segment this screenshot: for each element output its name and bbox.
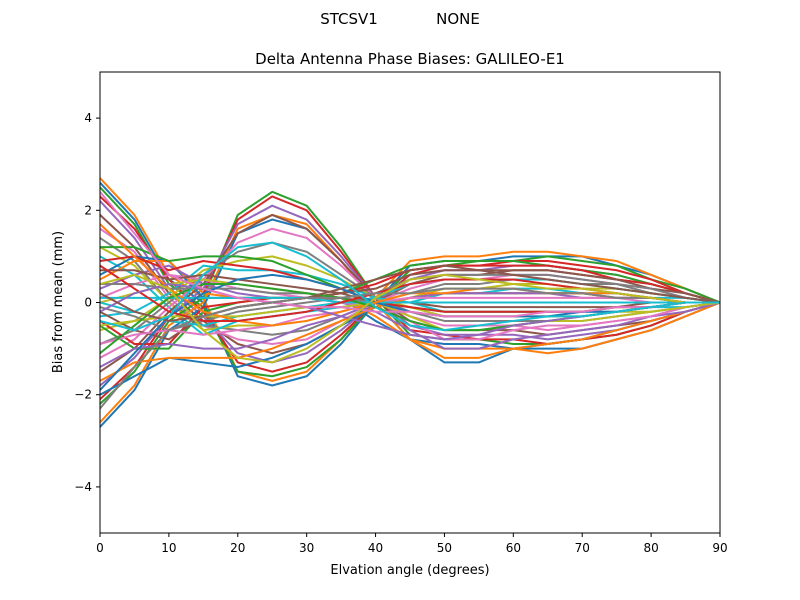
suptitle-left: STCSV1: [320, 10, 378, 28]
x-tick-label: 30: [299, 541, 314, 555]
x-tick-label: 90: [712, 541, 727, 555]
y-tick-label: −4: [74, 480, 92, 494]
series-line-s40: [100, 296, 720, 304]
x-tick-label: 10: [161, 541, 176, 555]
x-tick-label: 20: [230, 541, 245, 555]
series-line-s48: [100, 287, 720, 410]
y-tick-label: 2: [84, 203, 92, 217]
y-tick-label: 4: [84, 111, 92, 125]
series-line-s29: [100, 278, 720, 332]
x-tick-label: 0: [96, 541, 104, 555]
series-line-s50: [100, 241, 720, 332]
chart-title: Delta Antenna Phase Biases: GALILEO-E1: [255, 50, 565, 68]
y-axis-ticks: −4 −2 0 2 4: [74, 111, 100, 494]
x-tick-label: 50: [437, 541, 452, 555]
y-tick-label: 0: [84, 296, 92, 310]
x-axis-label: Elvation angle (degrees): [330, 563, 489, 578]
y-tick-label: −2: [74, 388, 92, 402]
suptitle-right: NONE: [436, 10, 480, 28]
series-layer: [100, 177, 720, 428]
x-tick-label: 60: [506, 541, 521, 555]
x-tick-label: 80: [643, 541, 658, 555]
series-line-s49: [100, 273, 720, 364]
x-tick-label: 40: [368, 541, 383, 555]
x-axis-ticks: 0 10 20 30 40 50 60 70 80 90: [96, 533, 728, 555]
series-line-s47: [100, 191, 720, 318]
y-axis-label: Bias from mean (mm): [51, 231, 66, 373]
x-tick-label: 70: [575, 541, 590, 555]
